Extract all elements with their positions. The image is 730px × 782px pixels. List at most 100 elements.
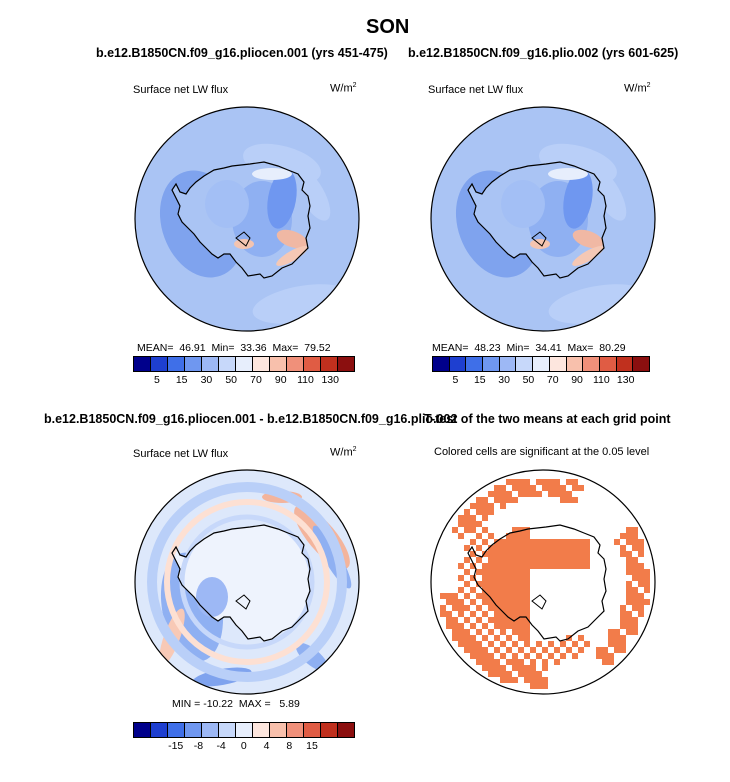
significant-cell-296 xyxy=(506,611,512,617)
panel2-stats: MEAN= 48.23 Min= 34.41 Max= 80.29 xyxy=(432,342,626,354)
significant-cell-331 xyxy=(452,629,458,635)
significant-cell-66 xyxy=(524,527,530,533)
significant-cell-325 xyxy=(512,623,518,629)
colorbar2-swatch-6 xyxy=(236,723,253,737)
significant-cell-72 xyxy=(506,533,512,539)
significant-cell-400 xyxy=(572,653,578,659)
significant-cell-162 xyxy=(578,557,584,563)
significant-cell-89 xyxy=(542,539,548,545)
significant-cell-115 xyxy=(560,545,566,551)
significant-cell-432 xyxy=(536,671,542,677)
significant-cell-308 xyxy=(494,617,500,623)
colorbar0-tick-0: 5 xyxy=(153,374,160,386)
significant-cell-107 xyxy=(512,545,518,551)
panel2-colorbar xyxy=(432,356,650,372)
significant-cell-128 xyxy=(506,551,512,557)
significant-cell-67 xyxy=(626,527,632,533)
significant-cell-340 xyxy=(608,629,614,635)
significant-cell-83 xyxy=(506,539,512,545)
significant-cell-362 xyxy=(488,641,494,647)
significant-cell-396 xyxy=(524,653,530,659)
significant-cell-201 xyxy=(638,569,644,575)
colorbar2-tick-2: -4 xyxy=(216,740,226,752)
colorbar0-swatch-9 xyxy=(287,357,304,371)
significant-cell-323 xyxy=(500,623,506,629)
significant-cell-442 xyxy=(542,683,548,689)
significant-cell-85 xyxy=(518,539,524,545)
significant-cell-234 xyxy=(500,587,506,593)
significant-cell-7 xyxy=(554,479,560,485)
colorbar0-swatch-4 xyxy=(202,357,219,371)
significant-cell-417 xyxy=(488,665,494,671)
significant-cell-93 xyxy=(566,539,572,545)
significant-cell-267 xyxy=(512,599,518,605)
colorbar0-swatch-11 xyxy=(321,357,338,371)
map4-boundary xyxy=(430,469,656,695)
significant-cell-350 xyxy=(506,635,512,641)
map3-boundary xyxy=(134,469,360,695)
significant-cell-372 xyxy=(614,641,620,647)
significant-cell-330 xyxy=(632,623,638,629)
panel3-map xyxy=(134,469,360,695)
colorbar1-tick-1: 15 xyxy=(473,374,486,386)
significant-cell-345 xyxy=(458,635,464,641)
significant-cell-352 xyxy=(524,635,530,641)
significant-cell-295 xyxy=(500,611,506,617)
colorbar2-swatch-9 xyxy=(287,723,304,737)
significant-cell-368 xyxy=(560,641,566,647)
significant-cell-211 xyxy=(518,575,524,581)
significant-cell-269 xyxy=(524,599,530,605)
significant-cell-395 xyxy=(512,653,518,659)
significant-cell-208 xyxy=(500,575,506,581)
significant-cell-365 xyxy=(524,641,530,647)
significant-cell-73 xyxy=(512,533,518,539)
significant-cell-346 xyxy=(464,635,470,641)
significant-cell-378 xyxy=(494,647,500,653)
significant-cell-433 xyxy=(500,677,506,683)
panel3-title: b.e12.B1850CN.f09_g16.pliocen.001 - b.e1… xyxy=(44,412,458,426)
significant-cell-198 xyxy=(524,569,530,575)
significant-cell-147 xyxy=(488,557,494,563)
significant-cell-270 xyxy=(626,599,632,605)
significant-cell-348 xyxy=(482,635,488,641)
panel2-map xyxy=(430,106,656,332)
significant-cell-320 xyxy=(470,623,476,629)
significant-cell-102 xyxy=(476,545,482,551)
significant-cell-224 xyxy=(518,581,524,587)
panel3-variable: Surface net LW flux xyxy=(133,448,229,460)
significant-cell-248 xyxy=(488,593,494,599)
significant-cell-62 xyxy=(470,527,476,533)
significant-cell-97 xyxy=(614,539,620,545)
significant-cell-361 xyxy=(476,641,482,647)
significant-cell-354 xyxy=(578,635,584,641)
significant-cell-337 xyxy=(512,629,518,635)
significant-cell-334 xyxy=(476,629,482,635)
significant-cell-136 xyxy=(554,551,560,557)
colorbar2-tick-1: -8 xyxy=(193,740,204,752)
significant-cell-409 xyxy=(512,659,518,665)
panel1-variable: Surface net LW flux xyxy=(133,84,229,96)
significant-cell-307 xyxy=(488,617,494,623)
significant-cell-40 xyxy=(560,497,566,503)
significant-cell-65 xyxy=(518,527,524,533)
colorbar2-swatch-1 xyxy=(151,723,168,737)
colorbar1-tick-0: 5 xyxy=(452,374,459,386)
significant-cell-108 xyxy=(518,545,524,551)
significant-cell-315 xyxy=(626,617,632,623)
significant-cell-426 xyxy=(494,671,500,677)
panel4-title: T-test of the two means at each grid poi… xyxy=(424,412,671,426)
significant-cell-150 xyxy=(506,557,512,563)
significant-cell-209 xyxy=(506,575,512,581)
significant-cell-218 xyxy=(482,581,488,587)
significant-cell-138 xyxy=(566,551,572,557)
significant-cell-180 xyxy=(554,563,560,569)
panel3-units: W/m2 xyxy=(330,446,357,459)
significant-cell-185 xyxy=(584,563,590,569)
colorbar2-tick-0: -15 xyxy=(168,740,184,752)
colorbar2-swatch-2 xyxy=(168,723,185,737)
significant-cell-299 xyxy=(524,611,530,617)
significant-cell-148 xyxy=(494,557,500,563)
significant-cell-159 xyxy=(560,557,566,563)
significant-cell-306 xyxy=(476,617,482,623)
significant-cell-398 xyxy=(548,653,554,659)
